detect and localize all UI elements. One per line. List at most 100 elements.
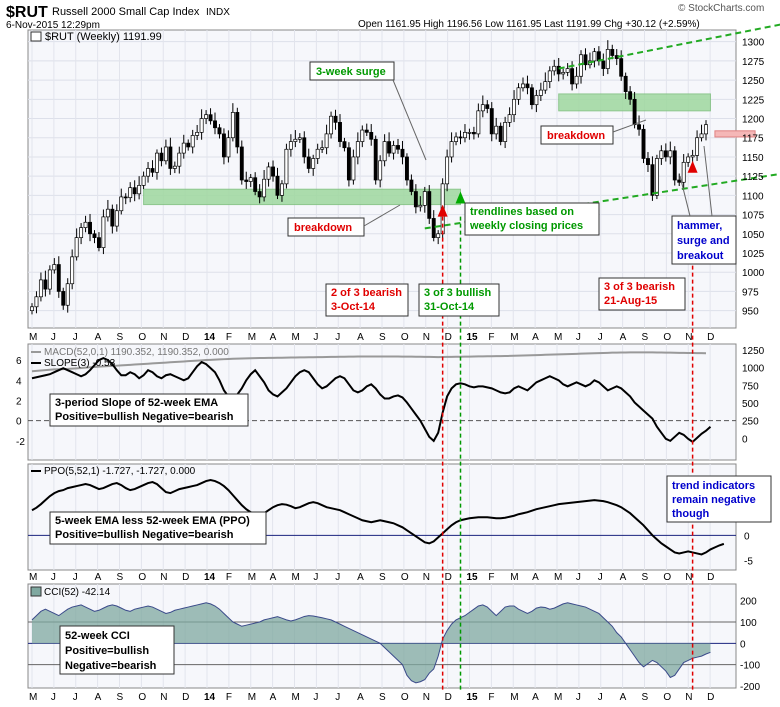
month-label: D (445, 572, 452, 583)
slope-left-tick: -2 (16, 437, 25, 448)
month-label: S (379, 572, 386, 583)
candle-down (471, 132, 476, 135)
candle-up (436, 233, 441, 238)
month-label: A (620, 572, 627, 583)
quote-line: Open 1161.95 High 1196.56 Low 1161.95 La… (358, 19, 700, 30)
breakdown2-text: breakdown (547, 130, 605, 142)
candle-down (364, 129, 369, 133)
month-label: S (117, 572, 124, 583)
candle-down (489, 108, 494, 135)
candle-up (297, 137, 302, 140)
month-label: J (313, 572, 318, 583)
candle-down (342, 141, 347, 149)
candle-up (516, 87, 521, 100)
candle-up (315, 148, 320, 159)
candle-up (494, 125, 499, 135)
candle-down (525, 83, 530, 89)
slope-left-tick: 6 (16, 356, 22, 367)
month-label: J (51, 572, 56, 583)
month-label: S (117, 332, 124, 343)
annotation-bearish-1: 2 of 3 bearish 3-Oct-14 (325, 283, 409, 317)
axis-layer: 9509751000102510501075110011251150117512… (16, 38, 765, 703)
candle-up (418, 205, 423, 208)
month-label: J (73, 692, 78, 703)
slope-layer (28, 351, 736, 444)
candle-down (632, 98, 637, 126)
cci-tick: 0 (740, 639, 746, 650)
month-label: O (401, 332, 409, 343)
candle-up (476, 110, 481, 135)
month-label: 15 (467, 692, 479, 703)
slope-right-tick: 500 (742, 399, 759, 410)
slope-right-tick: 750 (742, 381, 759, 392)
month-label: A (95, 332, 102, 343)
price-legend: $RUT (Weekly) 1191.99 (30, 31, 162, 43)
month-label: S (642, 572, 649, 583)
surge-text: 3-week surge (316, 66, 386, 78)
candle-up (449, 141, 454, 158)
month-label: A (357, 332, 364, 343)
annotation-breakdown-2: breakdown (540, 119, 647, 145)
candle-down (61, 291, 66, 306)
candle-up (574, 75, 579, 85)
candle-down (208, 114, 213, 122)
bearish-arrow-marker (437, 204, 448, 217)
price-tick-label: 1225 (742, 95, 765, 106)
month-label: M (554, 332, 562, 343)
candle-down (431, 218, 436, 238)
candle-up (547, 70, 552, 82)
candle-up (521, 83, 525, 89)
candle-up (324, 133, 329, 149)
slope-right-tick: 1250 (742, 346, 765, 357)
cci-tick: 200 (740, 597, 757, 608)
candle-up (204, 114, 209, 119)
candle-up (311, 158, 316, 169)
bearish1-text-2: 3-Oct-14 (331, 301, 376, 313)
ppo-note-1: 5-week EMA less 52-week EMA (PPO) (55, 515, 250, 527)
month-label: D (182, 572, 189, 583)
candle-up (65, 283, 70, 306)
annotation-ppo: 5-week EMA less 52-week EMA (PPO) Positi… (49, 511, 267, 545)
month-label: D (182, 692, 189, 703)
candle-down (641, 128, 646, 159)
month-label: A (357, 692, 364, 703)
candle-up (422, 191, 427, 206)
candle-up (226, 137, 231, 158)
month-label: 14 (204, 572, 216, 583)
bullish-text-1: 3 of 3 bullish (424, 287, 492, 299)
annotation-slope: 3-period Slope of 52-week EMA Positive=b… (49, 393, 249, 427)
month-label: S (379, 332, 386, 343)
candle-up (141, 175, 146, 186)
candle-down (43, 279, 48, 290)
slope-note-2: Positive=bullish Negative=bearish (55, 411, 234, 423)
candle-down (369, 132, 374, 140)
resistance-zone (714, 130, 756, 138)
candle-up (280, 183, 284, 196)
candle-up (507, 114, 512, 123)
slope-right-tick: 250 (742, 417, 759, 428)
candle-down (570, 68, 575, 85)
bearish2-text-2: 21-Aug-15 (604, 295, 657, 307)
annotation-surge: 3-week surge (309, 61, 427, 161)
candle-down (257, 191, 262, 198)
month-label: S (642, 692, 649, 703)
candle-up (293, 138, 298, 142)
candle-down (396, 145, 400, 150)
month-label: N (423, 572, 430, 583)
candle-down (413, 191, 418, 208)
annotation-breakdown-1: breakdown (287, 204, 401, 237)
candle-up (454, 136, 458, 142)
price-tick-label: 1100 (742, 191, 764, 202)
candle-up (351, 156, 356, 181)
month-label: N (423, 692, 430, 703)
annotation-trendlines: trendlines based on weekly closing price… (464, 202, 600, 236)
candle-down (498, 125, 503, 142)
candle-up (47, 269, 52, 290)
month-label: J (73, 332, 78, 343)
month-label: O (138, 332, 146, 343)
candle-down (186, 142, 191, 148)
trend-note-1: trend indicators (672, 480, 755, 492)
candle-up (329, 115, 334, 135)
trendlines-text-2: weekly closing prices (469, 220, 583, 232)
